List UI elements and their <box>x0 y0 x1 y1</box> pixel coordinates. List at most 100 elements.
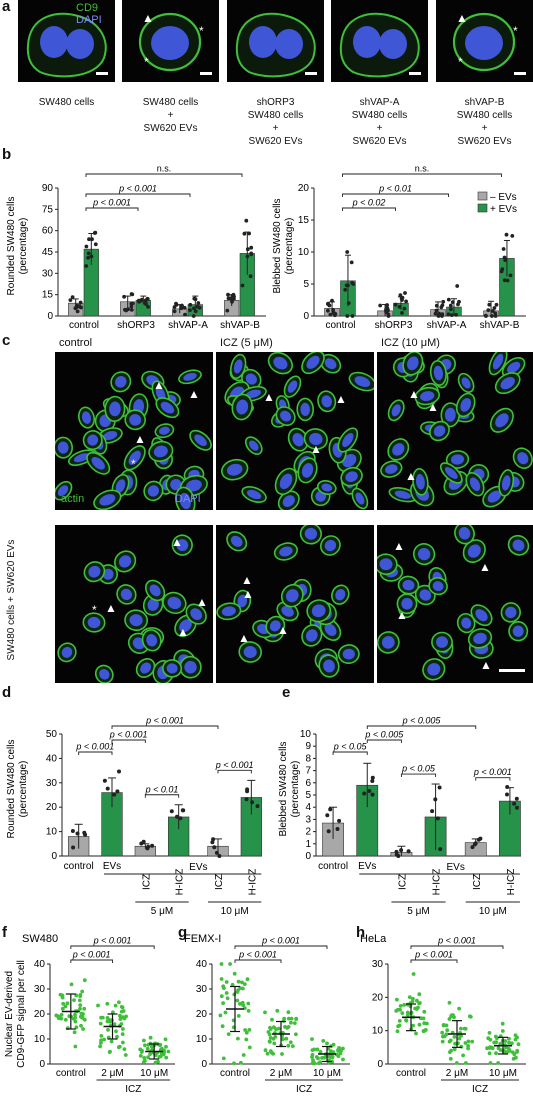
data-point <box>245 977 250 982</box>
data-point <box>121 1040 125 1045</box>
data-point <box>500 1029 505 1033</box>
y-axis-label-line: Blebbed SW480 cells <box>272 198 283 293</box>
micrograph-a-2: ▲ * * <box>122 0 219 82</box>
data-point <box>129 304 134 309</box>
y-axis-label-line: Blebbed SW480 cells <box>278 741 289 836</box>
y-tick-label: 20 <box>34 1009 46 1020</box>
data-point <box>99 1041 103 1045</box>
data-point <box>282 1016 287 1021</box>
data-point <box>385 306 390 310</box>
scale-bar <box>96 72 108 75</box>
caption-a-3: shORP3 SW480 cells + SW620 EVs <box>219 96 332 148</box>
data-point <box>98 1044 102 1049</box>
x-tick-label: 10 μM <box>489 1068 517 1079</box>
data-point <box>240 980 244 985</box>
arrowhead-mark: ▲ <box>142 11 154 25</box>
y-tick-label: 6 <box>305 778 311 789</box>
micrograph-c-drawing: ▲▲▲▲ <box>216 525 360 678</box>
data-point <box>345 314 350 318</box>
data-point <box>119 1009 124 1014</box>
nucleus <box>183 372 197 381</box>
caption-line: SW480 cells <box>142 97 199 108</box>
data-point <box>294 1032 298 1037</box>
x-tick-label: 2 μM <box>101 1068 123 1079</box>
nucleus <box>129 413 142 426</box>
data-point <box>92 231 97 235</box>
y-tick-label: 40 <box>46 753 58 764</box>
data-point <box>466 1039 471 1044</box>
data-point <box>84 264 89 268</box>
y-tick-label: 60 <box>42 226 54 237</box>
data-point <box>71 845 76 850</box>
legend-swatch <box>477 191 488 201</box>
nucleus <box>323 659 335 673</box>
data-point <box>321 1039 326 1043</box>
data-point <box>70 829 75 833</box>
nucleus <box>407 356 419 371</box>
data-point <box>102 778 107 783</box>
data-point <box>422 1021 427 1026</box>
caption-a-4: shVAP-A SW480 cells + SW620 EVs <box>323 96 436 148</box>
nucleus <box>190 608 203 620</box>
significance-bracket <box>342 193 449 197</box>
scale-bar <box>514 72 526 75</box>
nucleus <box>306 355 320 369</box>
data-point <box>447 1000 452 1005</box>
caption-line: SW480 cells <box>38 97 95 108</box>
nucleus <box>475 609 488 622</box>
y-axis-label: Rounded SW480 cells (percentage) <box>6 197 29 296</box>
group-label: EVs <box>446 862 464 873</box>
nucleus <box>427 663 441 676</box>
y-axis-label: Rounded SW480 cells (percentage) <box>6 740 29 839</box>
x-tick-label-rotated: H-ICZ <box>175 869 186 896</box>
data-point <box>78 994 83 998</box>
blebbed-mark: * <box>92 603 97 617</box>
arrowhead-mark: ▲ <box>405 469 417 483</box>
nucleus <box>176 539 189 552</box>
data-point <box>502 255 507 260</box>
data-point <box>182 305 187 310</box>
data-point <box>310 1052 315 1057</box>
data-point <box>179 306 184 311</box>
nucleus <box>81 411 92 424</box>
data-point <box>247 1028 252 1032</box>
chart-title: SW480 <box>22 933 58 945</box>
data-point <box>507 1040 511 1045</box>
data-point <box>268 1025 272 1030</box>
data-point <box>111 1010 115 1015</box>
nucleus <box>495 413 509 428</box>
micrograph-a-drawing <box>26 12 108 78</box>
data-point <box>512 801 517 806</box>
data-point <box>447 1017 452 1021</box>
x-tick-label: control <box>56 1068 86 1079</box>
data-point <box>79 1023 83 1028</box>
data-point <box>146 1055 151 1060</box>
data-point <box>438 847 443 852</box>
data-point <box>312 1047 317 1052</box>
nucleus <box>115 479 126 493</box>
data-point <box>120 1032 125 1036</box>
data-point <box>505 792 509 797</box>
nucleus <box>236 399 249 415</box>
data-point <box>81 1027 85 1031</box>
data-point <box>491 309 495 313</box>
significance-label: p < 0.001 <box>72 950 111 960</box>
caption-line: SW620 EVs <box>352 136 407 147</box>
data-point <box>146 844 151 849</box>
nucleus <box>512 625 524 637</box>
data-point <box>516 1042 521 1047</box>
data-point <box>415 1007 419 1011</box>
data-point <box>370 779 375 783</box>
data-point <box>459 1033 463 1038</box>
data-point <box>398 1004 403 1008</box>
y-tick-label: 8 <box>305 753 311 764</box>
data-point <box>72 998 76 1002</box>
data-point <box>400 311 404 315</box>
caption-line: shVAP-A <box>359 97 400 108</box>
significance-label: p < 0.001 <box>437 936 476 946</box>
data-point <box>441 299 446 304</box>
data-point <box>314 1055 319 1059</box>
panel-label-d: d <box>2 684 12 701</box>
caption-line: SW620 EVs <box>143 123 198 134</box>
y-tick-label: 1 <box>305 839 311 850</box>
